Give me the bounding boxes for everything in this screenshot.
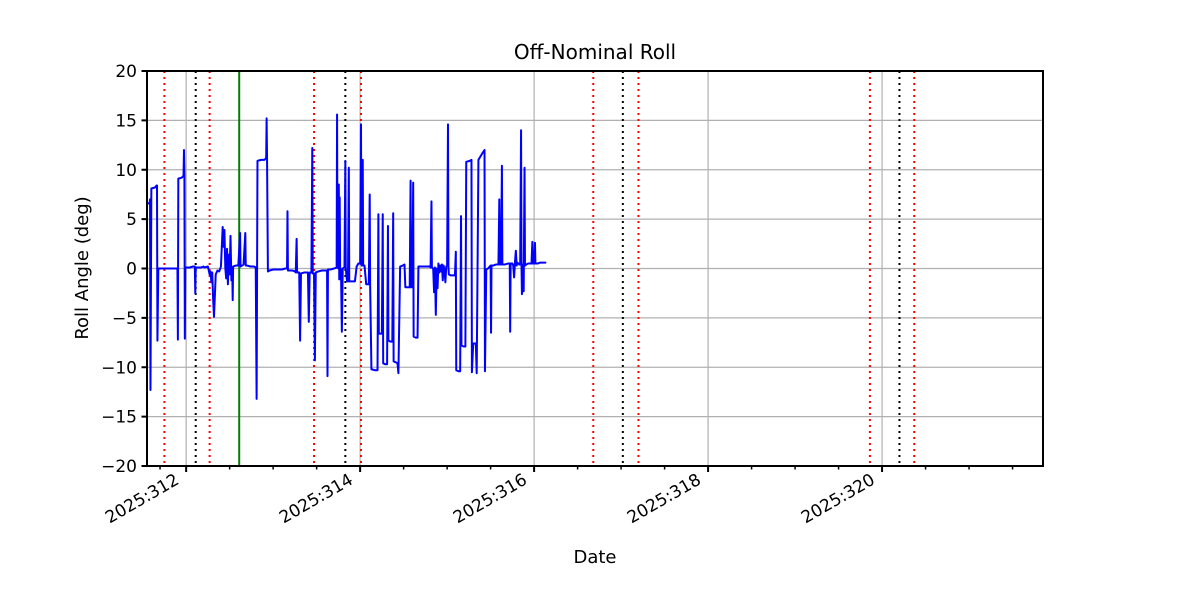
series-line — [146, 113, 547, 400]
event-vertical-lines — [163, 71, 916, 466]
data-series-lines — [146, 113, 547, 400]
y-tick-label: 20 — [115, 62, 137, 82]
y-tick-label: 10 — [115, 161, 137, 181]
y-tick-label: −5 — [112, 309, 137, 329]
chart-title: Off-Nominal Roll — [514, 40, 676, 64]
y-tick-label: −15 — [101, 408, 137, 428]
y-tick-label: 15 — [115, 111, 137, 131]
y-tick-label: −20 — [101, 457, 137, 477]
x-axis-label: Date — [573, 547, 616, 568]
y-axis-ticks: −20 −15 −10 −5 0 5 10 15 20 — [101, 62, 147, 477]
y-tick-label: −10 — [101, 358, 137, 378]
y-tick-label: 5 — [126, 210, 137, 230]
y-axis-label: Roll Angle (deg) — [72, 196, 93, 339]
y-tick-label: 0 — [126, 260, 137, 280]
